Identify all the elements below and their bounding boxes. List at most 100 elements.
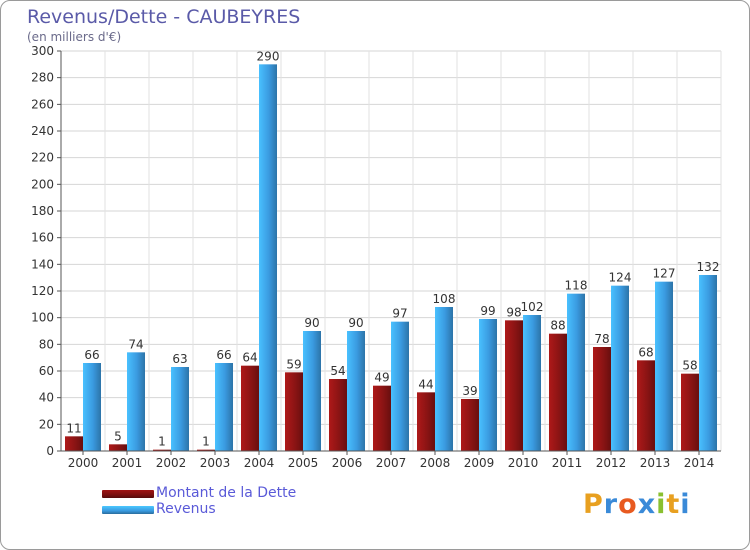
y-tick-label-100: 100 <box>31 311 54 325</box>
bar-revenus-2000 <box>83 363 101 451</box>
value-label-revenus-2014: 132 <box>697 260 720 274</box>
value-label-dette-2000: 11 <box>66 421 81 435</box>
bar-revenus-2002 <box>171 367 189 451</box>
bar-dette-2002 <box>153 449 171 451</box>
y-tick-label-220: 220 <box>31 151 54 165</box>
legend-label-dette: Montant de la Dette <box>156 485 297 501</box>
logo-letter-3: x <box>637 489 657 520</box>
bar-dette-2010 <box>505 320 523 451</box>
value-label-revenus-2005: 90 <box>304 316 319 330</box>
x-tick-label-2005: 2005 <box>288 456 319 470</box>
value-label-revenus-2001: 74 <box>128 337 143 351</box>
y-tick-label-260: 260 <box>31 97 54 111</box>
bar-revenus-2011 <box>567 293 585 451</box>
x-tick-label-2011: 2011 <box>552 456 583 470</box>
bar-dette-2011 <box>549 333 567 451</box>
value-label-revenus-2009: 99 <box>480 304 495 318</box>
value-label-dette-2006: 54 <box>330 364 345 378</box>
value-label-dette-2001: 5 <box>114 429 122 443</box>
y-tick-label-200: 200 <box>31 177 54 191</box>
value-label-dette-2002: 1 <box>158 435 166 449</box>
bar-revenus-2014 <box>699 275 717 451</box>
value-label-dette-2008: 44 <box>418 377 433 391</box>
value-label-dette-2003: 1 <box>202 435 210 449</box>
y-tick-label-20: 20 <box>39 417 54 431</box>
x-tick-label-2000: 2000 <box>68 456 99 470</box>
x-tick-label-2002: 2002 <box>156 456 187 470</box>
y-tick-label-280: 280 <box>31 71 54 85</box>
value-label-revenus-2007: 97 <box>392 307 407 321</box>
bar-dette-2006 <box>329 379 347 451</box>
y-tick-label-300: 300 <box>31 44 54 58</box>
bar-dette-2005 <box>285 372 303 451</box>
value-label-dette-2005: 59 <box>286 357 301 371</box>
legend-swatch-dette <box>102 490 154 498</box>
value-label-revenus-2004: 290 <box>257 49 280 63</box>
y-tick-label-60: 60 <box>39 364 54 378</box>
bar-revenus-2012 <box>611 285 629 451</box>
value-label-revenus-2006: 90 <box>348 316 363 330</box>
x-tick-label-2009: 2009 <box>464 456 495 470</box>
bar-revenus-2010 <box>523 315 541 451</box>
value-label-dette-2013: 68 <box>638 345 653 359</box>
logo-letter-6: i <box>680 489 691 520</box>
value-label-dette-2014: 58 <box>682 359 697 373</box>
value-label-revenus-2000: 66 <box>84 348 99 362</box>
x-tick-label-2007: 2007 <box>376 456 407 470</box>
bar-revenus-2005 <box>303 331 321 451</box>
bar-revenus-2013 <box>655 281 673 451</box>
bar-dette-2014 <box>681 373 699 451</box>
legend-swatch-revenus <box>102 506 154 514</box>
value-label-revenus-2008: 108 <box>433 292 456 306</box>
value-label-revenus-2003: 66 <box>216 348 231 362</box>
value-label-revenus-2010: 102 <box>521 300 544 314</box>
value-label-revenus-2012: 124 <box>609 271 632 285</box>
bar-dette-2003 <box>197 449 215 451</box>
logo-letter-4: i <box>656 489 667 520</box>
bar-dette-2013 <box>637 360 655 451</box>
logo-letter-5: t <box>666 489 681 520</box>
bar-revenus-2004 <box>259 64 277 452</box>
bar-revenus-2006 <box>347 331 365 451</box>
logo-letter-2: o <box>618 489 638 520</box>
value-label-dette-2011: 88 <box>550 319 565 333</box>
legend-label-revenus: Revenus <box>156 501 216 517</box>
bar-dette-2009 <box>461 399 479 451</box>
chart-title: Revenus/Dette - CAUBEYRES <box>27 6 301 28</box>
bar-revenus-2001 <box>127 352 145 451</box>
chart-subtitle: (en milliers d'€) <box>27 30 122 44</box>
logo-letter-1: r <box>603 489 619 520</box>
bar-dette-2008 <box>417 392 435 451</box>
bar-dette-2004 <box>241 365 259 451</box>
x-tick-label-2013: 2013 <box>640 456 671 470</box>
x-tick-label-2010: 2010 <box>508 456 539 470</box>
proxiti-logo: Proxiti <box>583 489 691 520</box>
y-tick-label-160: 160 <box>31 231 54 245</box>
bar-dette-2007 <box>373 385 391 451</box>
y-tick-label-240: 240 <box>31 124 54 138</box>
value-label-dette-2009: 39 <box>462 384 477 398</box>
x-tick-label-2001: 2001 <box>112 456 143 470</box>
x-tick-label-2004: 2004 <box>244 456 275 470</box>
logo-letter-0: P <box>583 489 604 520</box>
value-label-revenus-2002: 63 <box>172 352 187 366</box>
y-tick-label-80: 80 <box>39 337 54 351</box>
x-tick-label-2006: 2006 <box>332 456 363 470</box>
value-label-revenus-2011: 118 <box>565 279 588 293</box>
value-label-revenus-2013: 127 <box>653 267 676 281</box>
value-label-dette-2010: 98 <box>506 305 521 319</box>
y-tick-label-120: 120 <box>31 284 54 298</box>
x-tick-label-2014: 2014 <box>684 456 715 470</box>
x-tick-label-2008: 2008 <box>420 456 451 470</box>
value-label-dette-2004: 64 <box>242 351 257 365</box>
y-tick-label-40: 40 <box>39 391 54 405</box>
bar-revenus-2003 <box>215 363 233 451</box>
x-tick-label-2003: 2003 <box>200 456 231 470</box>
bar-revenus-2007 <box>391 321 409 451</box>
bar-dette-2001 <box>109 444 127 451</box>
y-tick-label-180: 180 <box>31 204 54 218</box>
bar-revenus-2009 <box>479 319 497 451</box>
value-label-dette-2012: 78 <box>594 332 609 346</box>
